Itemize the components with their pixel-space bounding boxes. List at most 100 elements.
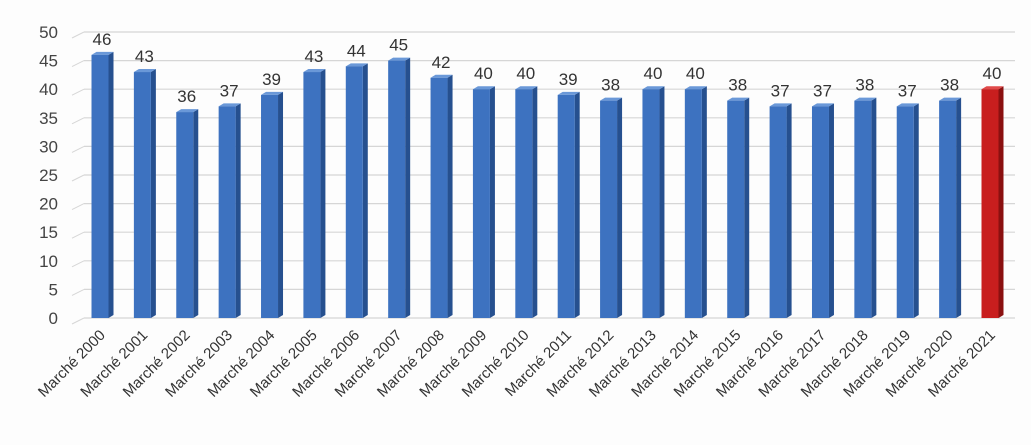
bar-front <box>811 106 829 318</box>
bar <box>727 97 750 318</box>
bar <box>769 103 792 318</box>
y-tick-label: 35 <box>39 109 58 128</box>
gridline-depth <box>71 203 85 211</box>
bar-side <box>193 109 199 318</box>
bar <box>303 69 326 318</box>
data-label: 38 <box>940 76 959 95</box>
data-label: 36 <box>177 87 196 106</box>
bar <box>642 86 665 318</box>
bar-top <box>388 57 411 61</box>
bar-top <box>303 69 326 73</box>
data-label: 40 <box>643 64 662 83</box>
bar <box>684 86 707 318</box>
bar-top <box>896 103 919 107</box>
bar-front <box>642 89 660 318</box>
bar-side <box>447 74 453 318</box>
y-tick-label: 10 <box>39 252 58 271</box>
bar-side <box>320 69 326 318</box>
bar <box>515 86 538 318</box>
bar <box>981 86 1004 318</box>
bar <box>896 103 919 318</box>
bar-front <box>939 100 957 318</box>
bar-side <box>701 86 707 318</box>
bar <box>430 74 453 318</box>
bar-front <box>557 94 575 318</box>
bar-front <box>896 106 914 318</box>
y-tick-label: 15 <box>39 223 58 242</box>
data-label: 39 <box>262 70 281 89</box>
bar-top <box>472 86 495 90</box>
bar-top <box>515 86 538 90</box>
bar-front <box>303 72 321 318</box>
bar-top <box>430 74 453 78</box>
bar-front <box>218 106 236 318</box>
y-tick-label: 5 <box>49 280 58 299</box>
bar <box>472 86 495 318</box>
bar-top <box>345 63 368 67</box>
data-label: 38 <box>601 76 620 95</box>
bar <box>600 97 623 318</box>
bar-front <box>430 77 448 318</box>
bar <box>811 103 834 318</box>
bar-front <box>91 54 109 318</box>
bar-top <box>727 97 750 101</box>
bar-side <box>617 97 623 318</box>
data-label: 38 <box>855 76 874 95</box>
data-label: 37 <box>771 81 790 100</box>
y-tick-label: 45 <box>39 52 58 71</box>
bar <box>854 97 877 318</box>
data-label: 43 <box>304 47 323 66</box>
bar-front <box>133 72 151 318</box>
bar-side <box>828 103 834 318</box>
bar-side <box>489 86 495 318</box>
data-label: 40 <box>474 64 493 83</box>
bar <box>261 91 284 318</box>
data-label: 37 <box>813 81 832 100</box>
data-label: 43 <box>135 47 154 66</box>
y-tick-label: 50 <box>39 23 58 42</box>
gridline-depth <box>71 174 85 182</box>
bar <box>388 57 411 318</box>
y-tick-label: 0 <box>49 309 58 328</box>
gridline-depth <box>71 117 85 125</box>
data-label: 39 <box>559 70 578 89</box>
bar-side <box>913 103 919 318</box>
data-label: 42 <box>432 53 451 72</box>
bar-top <box>684 86 707 90</box>
data-label: 40 <box>686 64 705 83</box>
bar-top <box>642 86 665 90</box>
bar-top <box>811 103 834 107</box>
bar-top <box>91 51 114 55</box>
bar-side <box>998 86 1004 318</box>
bar-top <box>557 91 580 95</box>
bar <box>133 69 156 318</box>
bar-side <box>405 57 411 318</box>
bar-front <box>515 89 533 318</box>
bar-front <box>176 112 194 318</box>
data-label: 44 <box>347 41 366 60</box>
y-tick-label: 25 <box>39 166 58 185</box>
bar-top <box>218 103 241 107</box>
y-tick-label: 20 <box>39 195 58 214</box>
gridline-depth <box>71 88 85 96</box>
bar <box>176 109 199 318</box>
data-label: 45 <box>389 36 408 55</box>
bar-side <box>786 103 792 318</box>
y-tick-label: 30 <box>39 137 58 156</box>
bar-side <box>150 69 156 318</box>
bar-front <box>684 89 702 318</box>
bar-top <box>939 97 962 101</box>
bar-side <box>659 86 665 318</box>
bar-top <box>854 97 877 101</box>
bar-top <box>133 69 156 73</box>
bar-side <box>532 86 538 318</box>
bar-front <box>854 100 872 318</box>
data-label: 37 <box>898 81 917 100</box>
bar-side <box>362 63 368 318</box>
gridline-depth <box>71 231 85 239</box>
data-label: 38 <box>728 76 747 95</box>
y-tick-label: 40 <box>39 80 58 99</box>
bar-top <box>600 97 623 101</box>
bar-side <box>744 97 750 318</box>
